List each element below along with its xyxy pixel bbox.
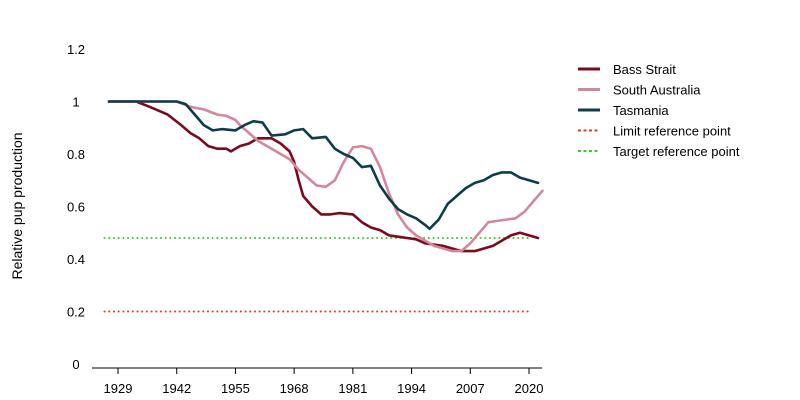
y-tick-label: 0 <box>72 357 79 372</box>
legend-label-bass-strait: Bass Strait <box>613 62 676 77</box>
x-tick-label: 1955 <box>221 381 250 396</box>
legend: Bass Strait South Australia Tasmania Limit … <box>578 62 740 159</box>
legend-label-limit-reference-point: Limit reference point <box>613 124 731 139</box>
y-axis-title: Relative pup production <box>9 132 25 279</box>
y-tick-label: 0.8 <box>67 147 85 162</box>
x-tick-label: 1968 <box>280 381 309 396</box>
y-tick-label: 0.2 <box>67 305 85 320</box>
x-tick-label: 1994 <box>397 381 426 396</box>
x-tick-label: 2007 <box>456 381 485 396</box>
legend-label-target-reference-point: Target reference point <box>613 144 740 159</box>
x-tick-label: 2020 <box>515 381 544 396</box>
legend-label-south-australia: South Australia <box>613 83 701 98</box>
y-tick-label: 0.6 <box>67 200 85 215</box>
y-tick-label: 1.2 <box>67 42 85 57</box>
x-axis-ticks: 1929 1942 1955 1968 1981 1994 2007 2020 <box>104 368 544 396</box>
series-line-south-australia <box>107 100 544 253</box>
series-line-tasmania <box>107 100 540 231</box>
x-tick-label: 1942 <box>162 381 191 396</box>
series-line-bass-strait <box>107 100 540 253</box>
x-tick-label: 1981 <box>338 381 367 396</box>
y-tick-labels: 0 0.2 0.4 0.6 0.8 1 1.2 <box>67 42 85 372</box>
y-tick-label: 0.4 <box>67 252 85 267</box>
plot-area <box>103 100 544 313</box>
legend-label-tasmania: Tasmania <box>613 103 669 118</box>
y-tick-label: 1 <box>72 95 79 110</box>
x-tick-label: 1929 <box>104 381 133 396</box>
